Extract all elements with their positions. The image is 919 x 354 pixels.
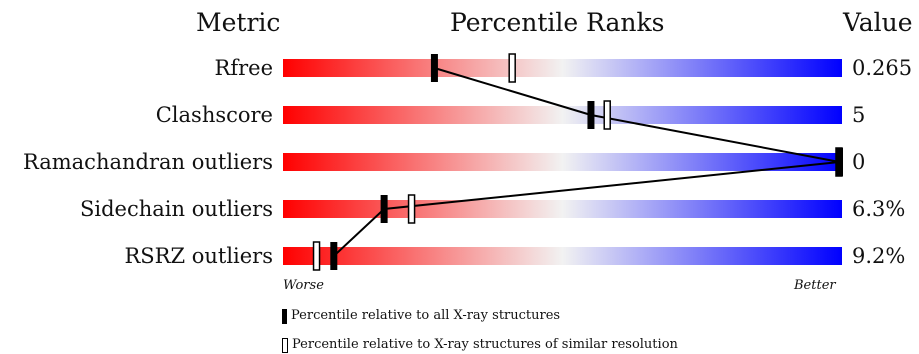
- percentile-markers: [312, 53, 843, 271]
- marker-similar-resolution: [312, 241, 321, 271]
- marker-all-structures: [330, 242, 338, 270]
- percentile-header: Percentile Ranks: [450, 8, 665, 37]
- value-label: 5: [852, 103, 866, 127]
- legend-item-all: Percentile relative to all X-ray structu…: [282, 307, 560, 325]
- legend-label-similar: Percentile relative to X-ray structures …: [292, 337, 678, 352]
- metric-label: Rfree: [214, 56, 273, 80]
- marker-all-structures: [587, 101, 595, 129]
- percentile-bar: [283, 106, 842, 124]
- metric-label: Sidechain outliers: [80, 197, 273, 221]
- metric-label: Ramachandran outliers: [22, 150, 273, 174]
- metric-label: RSRZ outliers: [124, 244, 273, 268]
- filled-marker-icon: [282, 308, 287, 324]
- legend-item-similar: Percentile relative to X-ray structures …: [282, 336, 678, 354]
- value-label: 9.2%: [852, 244, 906, 268]
- value-label: 6.3%: [852, 197, 906, 221]
- worse-label: Worse: [283, 278, 324, 293]
- value-label: 0.265: [852, 56, 913, 80]
- percentile-bar: [283, 200, 842, 218]
- legend-label-all: Percentile relative to all X-ray structu…: [291, 308, 561, 323]
- metric-label: Clashscore: [155, 103, 273, 127]
- value-header: Value: [843, 8, 913, 37]
- percentile-bar: [283, 247, 842, 265]
- marker-all-structures: [380, 195, 388, 223]
- marker-similar-resolution: [407, 194, 416, 224]
- marker-all-structures: [836, 148, 843, 176]
- better-label: Better: [794, 278, 836, 293]
- marker-similar-resolution: [603, 100, 611, 130]
- marker-all-structures: [430, 54, 438, 82]
- open-marker-icon: [282, 337, 288, 353]
- marker-similar-resolution: [508, 53, 516, 83]
- value-label: 0: [852, 150, 866, 174]
- percentile-bar: [283, 59, 842, 77]
- metric-header: Metric: [196, 8, 281, 37]
- percentile-bar: [283, 153, 842, 171]
- percentile-bars: [283, 59, 842, 265]
